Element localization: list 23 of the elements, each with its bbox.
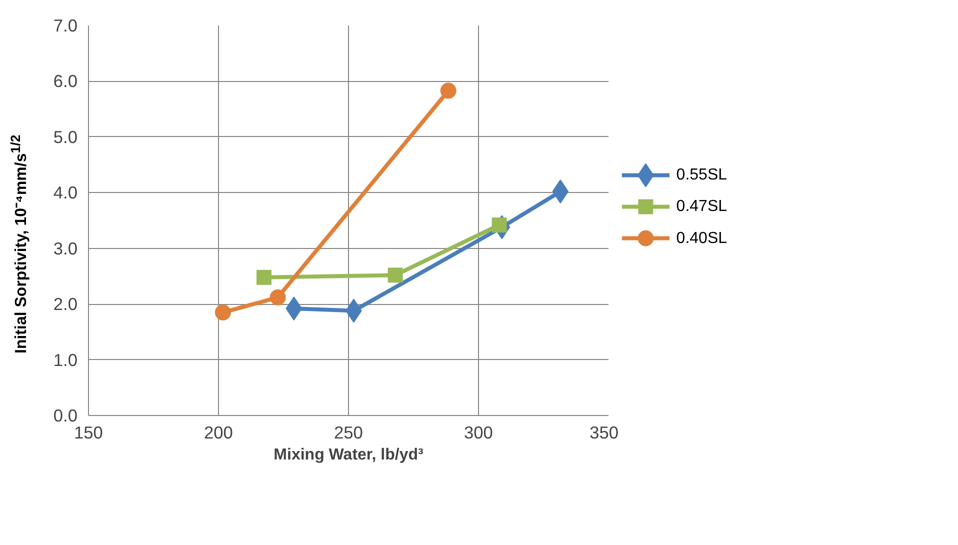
point (388, 268, 403, 283)
y-tick-label: 3.0 (53, 238, 78, 258)
point (440, 82, 456, 99)
y-tick-label: 7.0 (53, 16, 78, 36)
x-tick-label: 200 (204, 422, 233, 442)
point (270, 289, 286, 306)
x-tick-label: 250 (334, 422, 363, 442)
y-tick-label: 5.0 (53, 126, 78, 147)
legend-label: 0.47SL (676, 198, 728, 216)
y-tick-label: 0.0 (53, 406, 78, 426)
y-tick-label: 1.0 (53, 350, 78, 370)
point (492, 217, 507, 232)
y-tick-label: 4.0 (53, 182, 78, 203)
y-tick-label: 2.0 (53, 294, 78, 314)
x-axis-title: Mixing Water, lb/yd³ (274, 446, 424, 464)
x-tick-label: 350 (590, 422, 619, 442)
point (214, 304, 231, 320)
y-tick-label: 6.0 (53, 71, 78, 92)
legend-label: 0.55SL (676, 166, 728, 184)
legend-label: 0.40SL (676, 230, 728, 247)
x-tick-label: 300 (464, 422, 493, 442)
x-tick-label: 150 (74, 422, 103, 442)
point (256, 270, 272, 285)
